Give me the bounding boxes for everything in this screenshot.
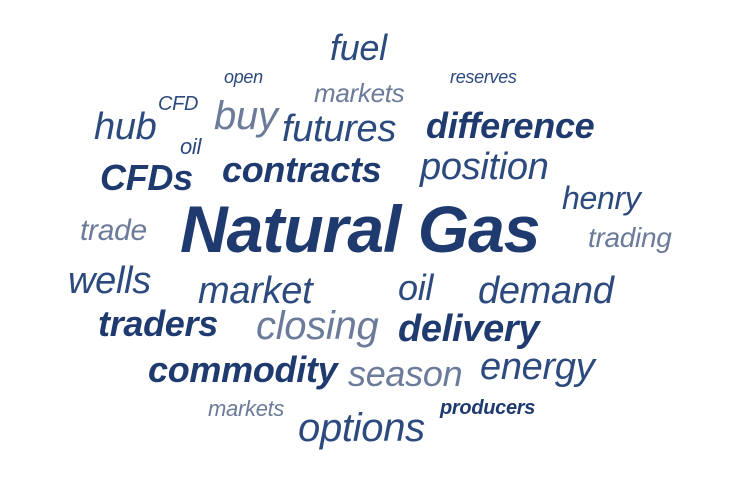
word-traders: traders bbox=[98, 303, 218, 344]
word-options: options bbox=[298, 406, 425, 450]
word-contracts: contracts bbox=[222, 149, 382, 190]
word-producers: producers bbox=[440, 397, 536, 419]
word-henry: henry bbox=[562, 180, 641, 216]
word-futures: futures bbox=[282, 108, 397, 150]
word-fuel: fuel bbox=[330, 27, 387, 68]
word-markets-top: markets bbox=[314, 78, 405, 108]
word-closing: closing bbox=[256, 304, 379, 348]
word-energy: energy bbox=[480, 346, 595, 388]
word-buy: buy bbox=[214, 94, 278, 138]
word-delivery: delivery bbox=[398, 308, 540, 350]
word-season: season bbox=[348, 353, 463, 394]
word-market: market bbox=[198, 270, 313, 312]
word-markets-bottom: markets bbox=[208, 396, 285, 421]
word-difference: difference bbox=[426, 105, 595, 146]
word-commodity: commodity bbox=[148, 349, 338, 390]
word-reserves: reserves bbox=[450, 67, 517, 87]
word-open: open bbox=[224, 67, 263, 87]
word-hub: hub bbox=[94, 106, 157, 148]
word-wells: wells bbox=[68, 260, 151, 302]
word-cfds: CFDs bbox=[100, 157, 193, 198]
word-natural-gas: Natural Gas bbox=[180, 192, 540, 266]
word-position: position bbox=[420, 146, 549, 188]
word-oil-small: oil bbox=[180, 134, 202, 159]
word-cfd: CFD bbox=[158, 93, 199, 115]
word-oil-mid: oil bbox=[398, 267, 434, 308]
word-trading: trading bbox=[588, 222, 672, 253]
word-demand: demand bbox=[478, 270, 614, 312]
word-trade: trade bbox=[80, 214, 147, 247]
